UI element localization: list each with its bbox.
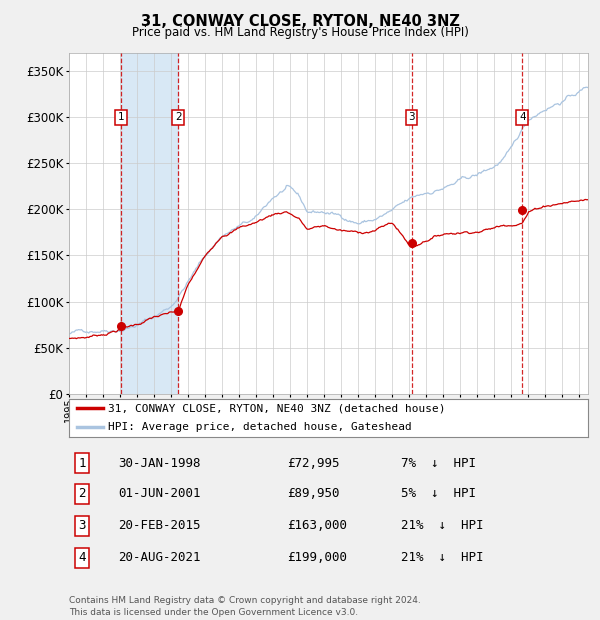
Text: £163,000: £163,000 [287, 520, 347, 533]
Text: 7%  ↓  HPI: 7% ↓ HPI [401, 457, 476, 470]
Text: 5%  ↓  HPI: 5% ↓ HPI [401, 487, 476, 500]
Text: 2: 2 [78, 487, 86, 500]
Text: 30-JAN-1998: 30-JAN-1998 [118, 457, 201, 470]
Text: 1: 1 [118, 112, 125, 122]
Text: 20-FEB-2015: 20-FEB-2015 [118, 520, 201, 533]
Text: 21%  ↓  HPI: 21% ↓ HPI [401, 551, 484, 564]
Text: £72,995: £72,995 [287, 457, 340, 470]
Text: 3: 3 [78, 520, 86, 533]
Bar [121, 53, 178, 394]
Text: 31, CONWAY CLOSE, RYTON, NE40 3NZ: 31, CONWAY CLOSE, RYTON, NE40 3NZ [140, 14, 460, 29]
Text: 1: 1 [78, 457, 86, 470]
Text: 20-AUG-2021: 20-AUG-2021 [118, 551, 201, 564]
Text: £89,950: £89,950 [287, 487, 340, 500]
Text: 21%  ↓  HPI: 21% ↓ HPI [401, 520, 484, 533]
Text: HPI: Average price, detached house, Gateshead: HPI: Average price, detached house, Gate… [108, 422, 412, 433]
Text: 2: 2 [175, 112, 182, 122]
Text: Contains HM Land Registry data © Crown copyright and database right 2024.
This d: Contains HM Land Registry data © Crown c… [69, 596, 421, 617]
Text: 4: 4 [78, 551, 86, 564]
Text: 31, CONWAY CLOSE, RYTON, NE40 3NZ (detached house): 31, CONWAY CLOSE, RYTON, NE40 3NZ (detac… [108, 403, 445, 414]
Text: £199,000: £199,000 [287, 551, 347, 564]
Text: 01-JUN-2001: 01-JUN-2001 [118, 487, 201, 500]
Text: 3: 3 [408, 112, 415, 122]
Text: Price paid vs. HM Land Registry's House Price Index (HPI): Price paid vs. HM Land Registry's House … [131, 26, 469, 39]
Text: 4: 4 [519, 112, 526, 122]
